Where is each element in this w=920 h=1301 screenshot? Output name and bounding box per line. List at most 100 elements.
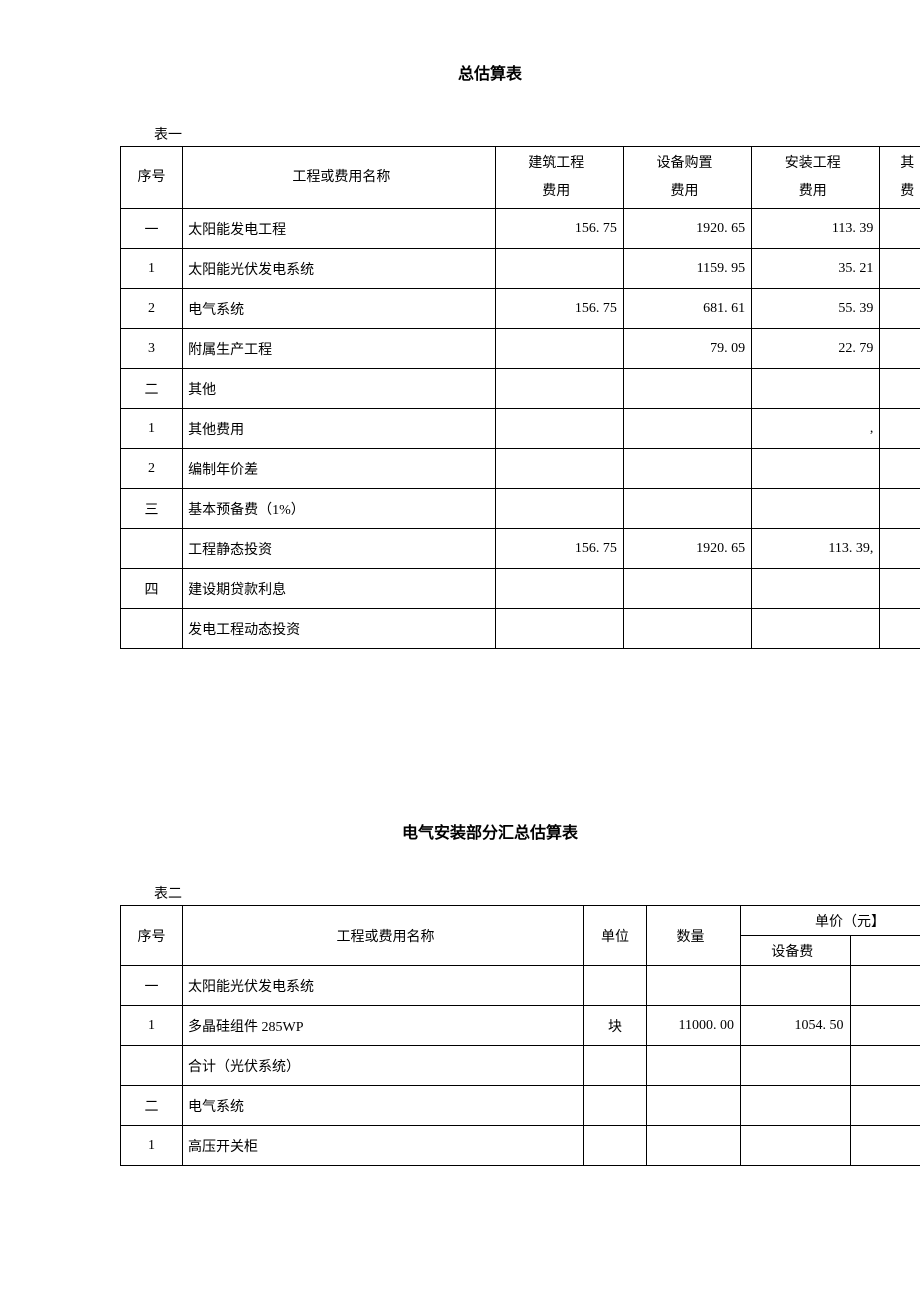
cell xyxy=(752,489,880,529)
cell xyxy=(623,369,751,409)
table1-label: 表一 xyxy=(120,124,920,144)
cell xyxy=(584,1126,647,1166)
th-col3: 安装工程费用 xyxy=(752,147,880,209)
cell xyxy=(495,409,623,449)
cell: 基本预备费（1%） xyxy=(183,489,496,529)
cell xyxy=(850,1046,920,1086)
cell: 113. 39, xyxy=(752,529,880,569)
cell xyxy=(495,369,623,409)
cell: 1920. 65 xyxy=(623,529,751,569)
cell xyxy=(880,209,920,249)
cell: 编制年价差 xyxy=(183,449,496,489)
th-name: 工程或费用名称 xyxy=(183,147,496,209)
table2-title: 电气安装部分汇总估算表 xyxy=(60,819,920,843)
cell xyxy=(647,966,741,1006)
th-col3-top: 安装工程 xyxy=(752,150,873,178)
cell xyxy=(121,1046,183,1086)
cell: 1 xyxy=(121,249,183,289)
cell: 一 xyxy=(121,209,183,249)
cell xyxy=(495,489,623,529)
th2-seq: 序号 xyxy=(121,906,183,966)
cell xyxy=(880,609,920,649)
cell: 电气系统 xyxy=(183,289,496,329)
cell xyxy=(752,609,880,649)
cell xyxy=(495,249,623,289)
table2-label: 表二 xyxy=(120,883,920,903)
cell xyxy=(584,1086,647,1126)
cell xyxy=(647,1086,741,1126)
cell xyxy=(623,449,751,489)
cell: 电气系统 xyxy=(183,1086,584,1126)
cell: 块 xyxy=(584,1006,647,1046)
cell xyxy=(752,569,880,609)
th-col1-bot: 费用 xyxy=(496,178,617,206)
th-col4-top: 其 xyxy=(880,150,920,178)
table-row: 二其他9' xyxy=(121,369,920,409)
cell xyxy=(584,966,647,1006)
th-col1: 建筑工程费用 xyxy=(495,147,623,209)
table2: 序号 工程或费用名称 单位 数量 单价（元】 设备费 一太阳能光伏发电系统1多晶… xyxy=(120,905,920,1166)
cell xyxy=(880,329,920,369)
cell xyxy=(647,1126,741,1166)
cell xyxy=(495,449,623,489)
th2-price-sub-blank xyxy=(850,936,920,966)
th-col2-bot: 费用 xyxy=(624,178,745,206)
cell: 合计（光伏系统） xyxy=(183,1046,584,1086)
table-row: 3附属生产工程79. 0922. 79 xyxy=(121,329,920,369)
cell: 9 xyxy=(880,529,920,569)
table-row: 2编制年价差 xyxy=(121,449,920,489)
cell: 2 xyxy=(121,289,183,329)
cell: 1 xyxy=(121,1006,183,1046)
cell: 681. 61 xyxy=(623,289,751,329)
cell: 1920. 65 xyxy=(623,209,751,249)
th-seq: 序号 xyxy=(121,147,183,209)
cell xyxy=(880,569,920,609)
cell: 附属生产工程 xyxy=(183,329,496,369)
cell xyxy=(850,966,920,1006)
table-row: 1太阳能光伏发电系统 1159. 9535. 21 xyxy=(121,249,920,289)
cell xyxy=(623,489,751,529)
table-row: 1多晶硅组件 285WP块11000. 001054. 50 xyxy=(121,1006,920,1046)
table-row: 工程静态投资156. 751920. 65113. 39,9 xyxy=(121,529,920,569)
cell xyxy=(741,1086,851,1126)
cell: 高压开关柜 xyxy=(183,1126,584,1166)
th2-price-sub: 设备费 xyxy=(741,936,851,966)
th2-unit: 单位 xyxy=(584,906,647,966)
cell xyxy=(623,569,751,609)
table2-body: 一太阳能光伏发电系统1多晶硅组件 285WP块11000. 001054. 50… xyxy=(121,966,920,1166)
cell: 二 xyxy=(121,1086,183,1126)
th-col4-bot: 费 xyxy=(880,178,920,206)
cell: 79. 09 xyxy=(623,329,751,369)
th-col3-bot: 费用 xyxy=(752,178,873,206)
cell: 建设期贷款利息 xyxy=(183,569,496,609)
cell: 太阳能光伏发电系统 xyxy=(183,249,496,289)
table1-head: 序号 工程或费用名称 建筑工程费用 设备购置费用 安装工程费用 其费 xyxy=(121,147,920,209)
cell xyxy=(495,329,623,369)
cell xyxy=(121,529,183,569)
cell xyxy=(880,489,920,529)
table-row: 1高压开关柜 xyxy=(121,1126,920,1166)
cell: 9' xyxy=(880,369,920,409)
cell: 1 xyxy=(121,409,183,449)
cell: 55. 39 xyxy=(752,289,880,329)
cell: 二 xyxy=(121,369,183,409)
cell: 35. 21 xyxy=(752,249,880,289)
cell xyxy=(850,1126,920,1166)
cell xyxy=(647,1046,741,1086)
cell xyxy=(752,369,880,409)
cell xyxy=(741,966,851,1006)
table-row: 2电气系统156. 75681. 6155. 39 xyxy=(121,289,920,329)
cell xyxy=(584,1046,647,1086)
cell: 1159. 95 xyxy=(623,249,751,289)
cell: 11000. 00 xyxy=(647,1006,741,1046)
cell xyxy=(495,569,623,609)
cell: 156. 75 xyxy=(495,529,623,569)
cell: 1 xyxy=(121,1126,183,1166)
th-col1-top: 建筑工程 xyxy=(496,150,617,178)
cell: 工程静态投资 xyxy=(183,529,496,569)
cell xyxy=(741,1046,851,1086)
table2-head: 序号 工程或费用名称 单位 数量 单价（元】 设备费 xyxy=(121,906,920,966)
cell xyxy=(623,609,751,649)
cell xyxy=(741,1126,851,1166)
table-row: 四建设期贷款利息 xyxy=(121,569,920,609)
